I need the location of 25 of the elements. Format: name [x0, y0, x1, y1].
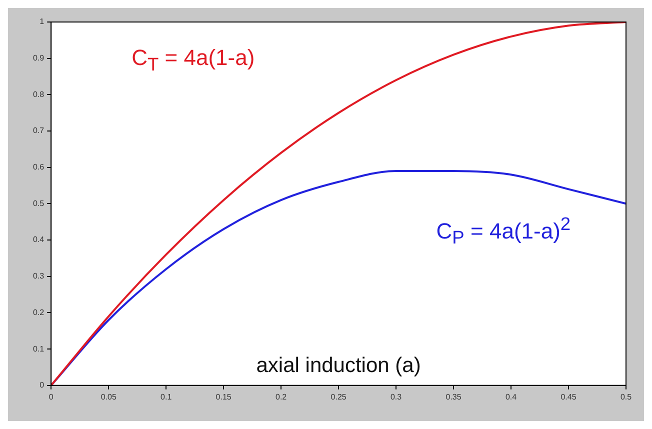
x-tick-label: 0.2: [276, 392, 288, 402]
series-label: C$_{P}$ = 4a(1-a)$^{2}$: [436, 212, 571, 248]
y-tick-label: 0.4: [32, 235, 45, 244]
y-tick-label: 0.3: [32, 272, 45, 281]
x-tick-label: 0.3: [390, 392, 402, 402]
x-tick-label: 0.1: [160, 392, 172, 402]
x-tick-label: 0.5: [620, 392, 632, 402]
x-tick-label: 0.4: [505, 392, 518, 402]
x-tick-label: 0.15: [216, 392, 232, 402]
y-tick-label: 0.9: [32, 54, 45, 63]
y-tick-label: 1: [40, 17, 45, 26]
y-tick-label: 0.6: [32, 162, 45, 172]
x-tick-label: 0.05: [100, 392, 117, 402]
y-tick-label: 0.2: [32, 308, 45, 317]
x-tick-label: 0.35: [446, 392, 462, 402]
text: C$_{T}$ = 4a(1-a): [132, 45, 255, 75]
x-tick-label: 0.25: [330, 392, 347, 402]
y-tick-label: 0: [40, 380, 45, 390]
y-tick-label: 0.1: [32, 344, 45, 354]
y-tick-label: 0.7: [32, 126, 45, 136]
x-tick-label: 0.45: [560, 392, 577, 402]
x-tick-label: 0: [48, 392, 54, 402]
y-tick-label: 0.5: [32, 198, 45, 208]
x-axis-title: axial induction (a): [256, 354, 421, 378]
y-tick-label: 0.8: [32, 90, 45, 99]
